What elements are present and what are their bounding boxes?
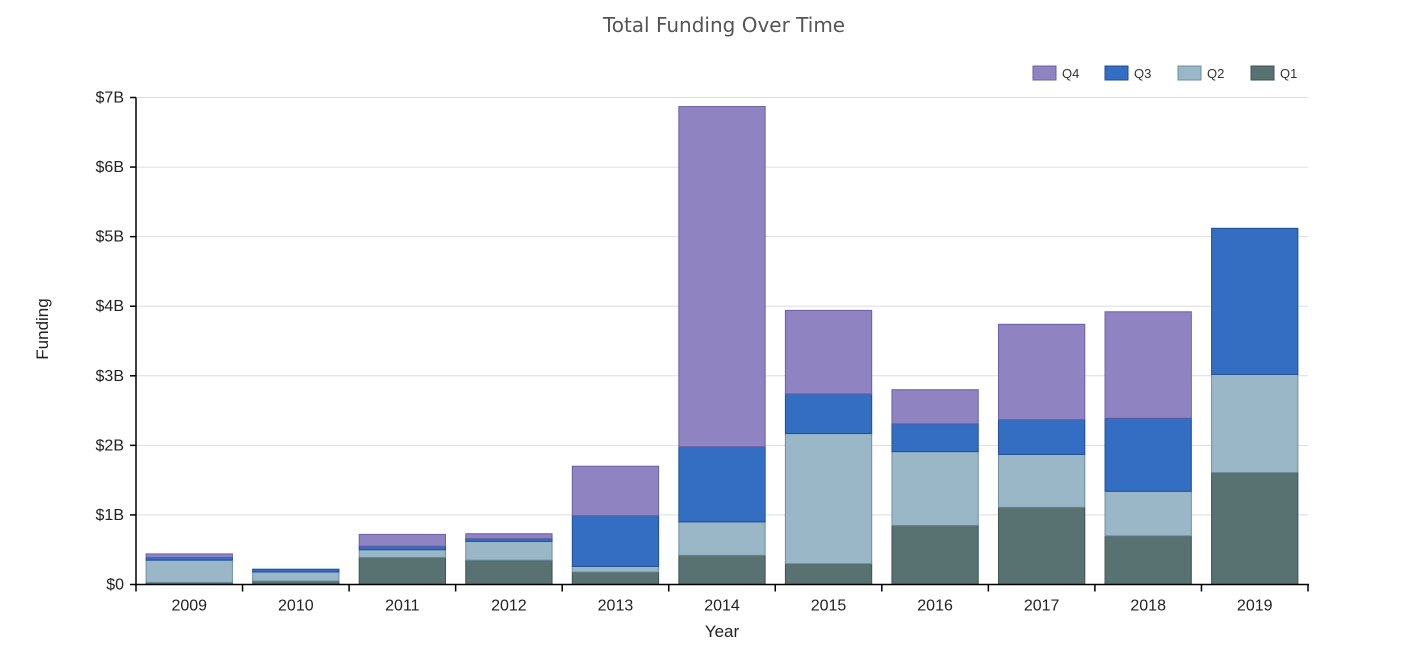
x-tick-label: 2011	[385, 598, 420, 615]
bar-2015-q1	[784, 563, 873, 586]
bar-2013-q4	[571, 465, 660, 517]
bar-2014-q4	[678, 106, 766, 448]
bar-2011-q4	[358, 533, 447, 547]
bar-2011-q3	[358, 545, 447, 551]
bar-2016-q2	[891, 451, 979, 526]
legend-swatch	[1177, 65, 1202, 81]
y-tick-label: $2B	[96, 437, 124, 454]
bar-2009-q4	[145, 553, 233, 558]
bar-2012-q2	[465, 540, 553, 561]
x-tick-label: 2013	[598, 598, 634, 615]
bar-2017-q2	[997, 453, 1086, 508]
y-tick-label: $3B	[96, 368, 124, 385]
bar-2017-q1	[997, 506, 1086, 586]
bar-2011-q1	[358, 556, 447, 585]
legend-item-q2[interactable]: Q2	[1177, 65, 1224, 81]
bar-2013-q1	[571, 571, 660, 586]
x-tick-label: 2010	[278, 598, 314, 615]
y-tick-label: $1B	[96, 507, 124, 524]
x-tick-label: 2014	[704, 598, 740, 615]
x-tick-label: 2009	[171, 598, 207, 615]
legend-swatch	[1032, 65, 1057, 81]
axes: $0 $1B $2B $3B $4B $5B $6B $7B 2009 2010 2011 2012 2…	[96, 90, 1309, 615]
legend: Q4 Q3 Q2 Q1	[1032, 65, 1297, 81]
bar-2010-q2	[252, 571, 340, 582]
legend-item-q4[interactable]: Q4	[1032, 65, 1079, 81]
bar-2012-q1	[465, 559, 553, 586]
y-tick-label: $5B	[96, 229, 124, 246]
bar-2015-q2	[784, 433, 873, 565]
x-tick-label: 2019	[1237, 598, 1273, 615]
x-tick-label: 2012	[491, 598, 527, 615]
legend-label: Q4	[1062, 66, 1079, 81]
bar-2014-q2	[678, 521, 766, 556]
bar-2012-q4	[465, 533, 553, 540]
legend-swatch	[1104, 65, 1129, 81]
bar-2013-q2	[571, 565, 660, 573]
bar-2019-q3	[1211, 227, 1299, 375]
bar-2011-q2	[358, 549, 447, 558]
x-axis-title: Year	[705, 622, 740, 641]
legend-label: Q2	[1207, 66, 1224, 81]
bar-2016-q3	[891, 423, 979, 453]
chart-title: Total Funding Over Time	[602, 13, 845, 37]
y-tick-label: $4B	[96, 298, 124, 315]
x-tick-label: 2016	[917, 598, 953, 615]
bar-2016-q1	[891, 524, 979, 585]
legend-item-q3[interactable]: Q3	[1104, 65, 1151, 81]
bar-2010-q3	[252, 568, 340, 573]
legend-label: Q1	[1280, 66, 1297, 81]
x-tick-label: 2018	[1130, 598, 1166, 615]
bar-2014-q3	[678, 446, 766, 523]
bar-2013-q3	[571, 515, 660, 567]
y-tick-label: $6B	[96, 159, 124, 176]
bar-2017-q3	[997, 419, 1086, 455]
bar-2015-q3	[784, 393, 873, 435]
bar-2015-q4	[784, 309, 873, 395]
x-tick-label: 2015	[811, 598, 847, 615]
bar-2018-q4	[1104, 311, 1192, 419]
bar-2009-q2	[145, 559, 233, 583]
bars	[145, 106, 1299, 586]
bar-2019-q1	[1211, 471, 1299, 585]
legend-label: Q3	[1134, 66, 1151, 81]
bar-2014-q1	[678, 554, 766, 586]
bar-2017-q4	[997, 323, 1086, 421]
bar-2016-q4	[891, 389, 979, 425]
y-tick-label: $0	[106, 577, 124, 594]
y-tick-label: $7B	[96, 90, 124, 107]
y-axis-title: Funding	[33, 298, 52, 359]
bar-2019-q2	[1211, 373, 1299, 473]
bar-2018-q1	[1104, 535, 1192, 585]
bar-2018-q2	[1104, 490, 1192, 537]
x-tick-label: 2017	[1024, 598, 1060, 615]
legend-item-q1[interactable]: Q1	[1250, 65, 1297, 81]
bar-2018-q3	[1104, 417, 1192, 492]
legend-swatch	[1250, 65, 1275, 81]
